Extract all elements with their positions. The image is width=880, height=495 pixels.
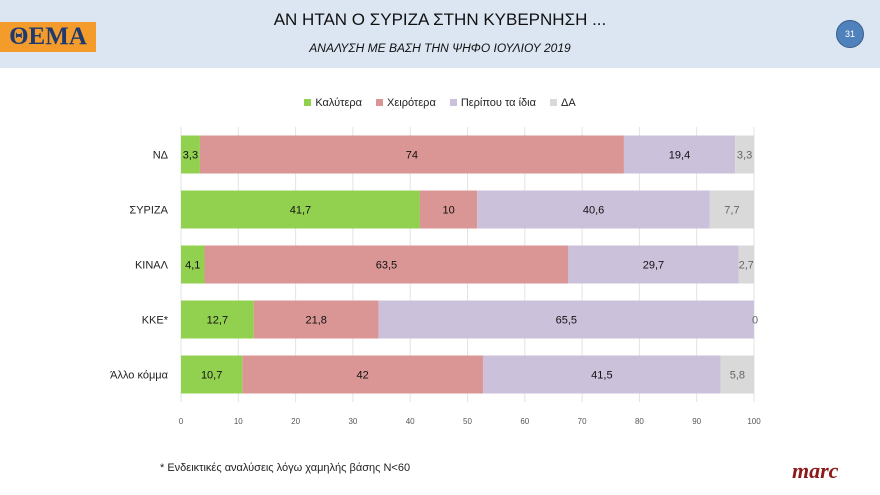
category-label: ΝΔ bbox=[153, 150, 169, 162]
bar-segment bbox=[477, 190, 710, 229]
data-label: 40,6 bbox=[583, 205, 604, 217]
category-label: ΚΙΝΑΛ bbox=[135, 260, 169, 272]
logo: ΘΕΜΑ bbox=[0, 22, 96, 52]
category-label: ΚΚΕ* bbox=[142, 315, 169, 327]
bar-segment bbox=[199, 135, 624, 174]
marc-logo: marc bbox=[792, 458, 839, 483]
legend-label: Περίπου τα ίδια bbox=[460, 97, 536, 109]
bar-segment bbox=[568, 245, 739, 284]
bar-segment bbox=[709, 190, 754, 229]
legend-swatch bbox=[376, 99, 384, 106]
legend-label: Χειρότερα bbox=[387, 97, 436, 109]
legend-item: Χειρότερα bbox=[376, 97, 436, 109]
category-label: Άλλο κόμμα bbox=[110, 370, 169, 382]
data-label: 2,7 bbox=[739, 260, 754, 272]
bar-segment bbox=[204, 245, 569, 284]
page-subtitle: ΑΝΑΛΥΣΗ ΜΕ ΒΑΣΗ ΤΗΝ ΨΗΦΟ ΙΟΥΛΙΟΥ 2019 bbox=[309, 41, 571, 55]
header: ΘΕΜΑ ΑΝ ΗΤΑΝ Ο ΣΥΡΙΖΑ ΣΤΗΝ ΚΥΒΕΡΝΗΣΗ ...… bbox=[0, 0, 880, 68]
bar-segment bbox=[181, 135, 200, 174]
bar-segment bbox=[181, 245, 205, 284]
data-label: 3,3 bbox=[183, 150, 198, 162]
legend-item: Καλύτερα bbox=[304, 97, 362, 109]
data-label: 19,4 bbox=[669, 150, 690, 162]
data-label: 74 bbox=[406, 150, 418, 162]
x-tick-label: 60 bbox=[520, 417, 529, 426]
data-label: 65,5 bbox=[556, 315, 577, 327]
bar-segment bbox=[242, 355, 483, 394]
bar-segment bbox=[181, 355, 243, 394]
legend-swatch bbox=[449, 99, 457, 106]
legend-item: ΔΑ bbox=[549, 97, 576, 109]
category-label: ΣΥΡΙΖΑ bbox=[129, 205, 168, 217]
data-label: 21,8 bbox=[306, 315, 327, 327]
data-label: 41,5 bbox=[591, 370, 612, 382]
footnote: * Ενδεικτικές αναλύσεις λόγω χαμηλής βάσ… bbox=[160, 462, 411, 474]
bar-segment bbox=[735, 135, 754, 174]
bar-segment bbox=[623, 135, 736, 174]
x-tick-label: 50 bbox=[463, 417, 472, 426]
page-number-badge: 31 bbox=[836, 20, 864, 48]
x-tick-label: 70 bbox=[578, 417, 587, 426]
data-label: 0 bbox=[752, 315, 758, 327]
bar-segment bbox=[378, 300, 754, 339]
data-label: 41,7 bbox=[290, 205, 311, 217]
data-label: 4,1 bbox=[185, 260, 200, 272]
legend-swatch bbox=[304, 99, 312, 106]
data-label: 42 bbox=[357, 370, 369, 382]
data-label: 7,7 bbox=[724, 205, 739, 217]
bar-segment bbox=[253, 300, 379, 339]
bar-segment bbox=[419, 190, 478, 229]
x-tick-label: 90 bbox=[692, 417, 701, 426]
bar-segment bbox=[181, 190, 420, 229]
x-tick-label: 40 bbox=[406, 417, 415, 426]
data-label: 10,7 bbox=[201, 370, 222, 382]
data-label: 3,3 bbox=[737, 150, 752, 162]
legend-label: Καλύτερα bbox=[315, 97, 363, 109]
x-tick-label: 0 bbox=[179, 417, 184, 426]
data-label: 63,5 bbox=[376, 260, 397, 272]
x-tick-label: 20 bbox=[291, 417, 300, 426]
bar-segment bbox=[181, 300, 254, 339]
x-tick-label: 30 bbox=[348, 417, 357, 426]
x-tick-label: 100 bbox=[747, 417, 761, 426]
page-title: ΑΝ ΗΤΑΝ Ο ΣΥΡΙΖΑ ΣΤΗΝ ΚΥΒΕΡΝΗΣΗ ... bbox=[273, 10, 607, 29]
data-label: 10 bbox=[442, 205, 454, 217]
data-label: 12,7 bbox=[207, 315, 228, 327]
legend-item: Περίπου τα ίδια bbox=[449, 97, 536, 109]
x-tick-label: 10 bbox=[234, 417, 243, 426]
bar-segment bbox=[738, 245, 754, 284]
data-label: 29,7 bbox=[643, 260, 664, 272]
legend: Καλύτερα Χειρότερα Περίπου τα ίδια ΔΑ bbox=[0, 97, 880, 109]
bar-segment bbox=[482, 355, 721, 394]
data-label: 5,8 bbox=[730, 370, 745, 382]
legend-label: ΔΑ bbox=[560, 97, 576, 109]
bar-segment bbox=[720, 355, 754, 394]
legend-swatch bbox=[549, 99, 557, 106]
x-tick-label: 80 bbox=[635, 417, 644, 426]
